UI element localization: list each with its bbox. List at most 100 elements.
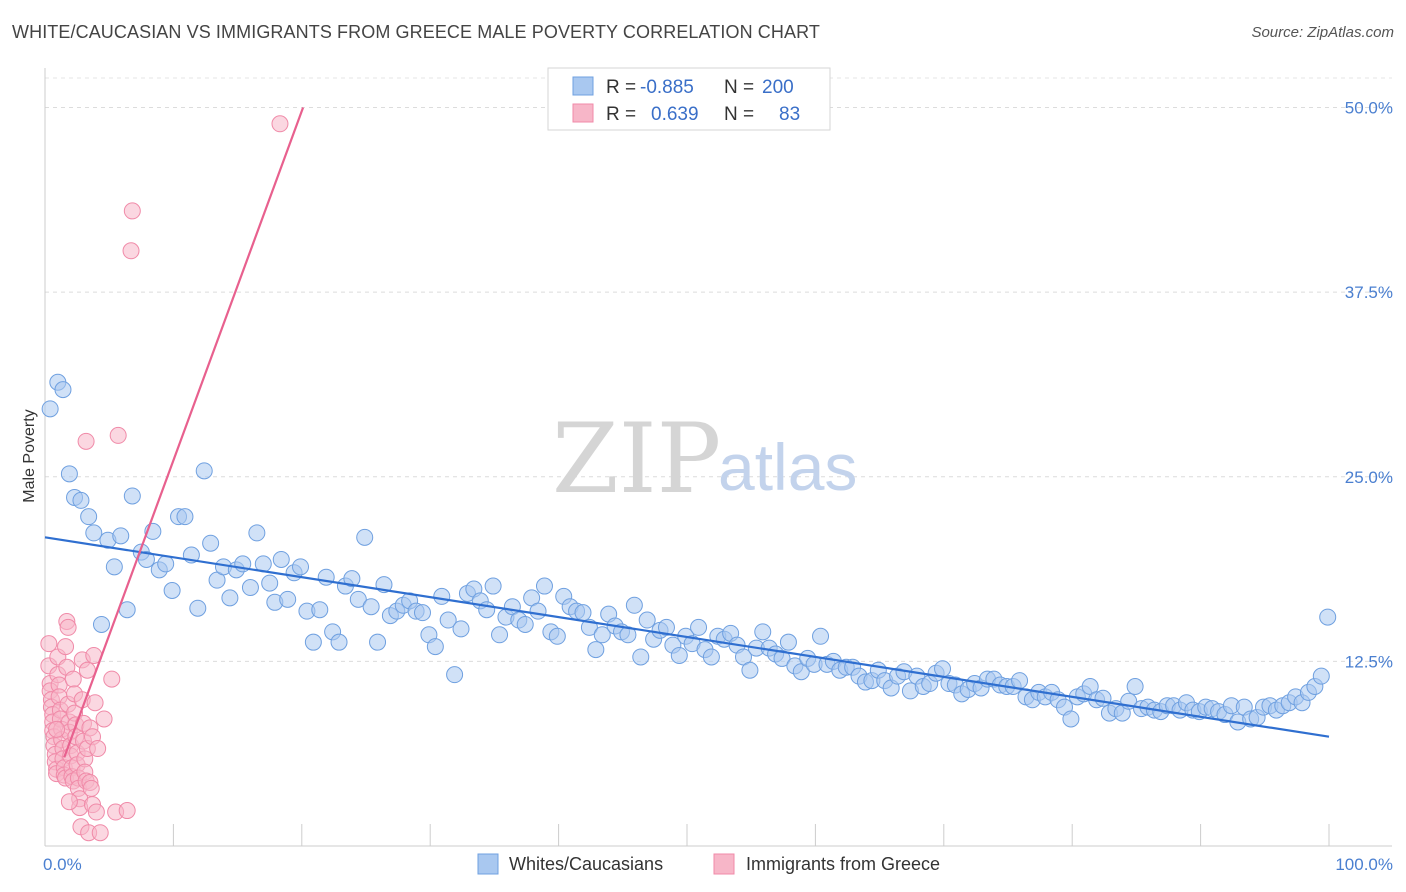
source-credit: Source: ZipAtlas.com <box>1251 24 1394 41</box>
whites-point-19 <box>163 581 181 599</box>
greece-point-80 <box>123 202 141 220</box>
whites-point-198 <box>1312 667 1330 685</box>
grid <box>45 77 1392 662</box>
y-tick-label-0: 12.5% <box>1345 652 1393 671</box>
whites-point-28 <box>221 589 239 607</box>
whites-point-103 <box>702 648 720 666</box>
trend-line-whites <box>44 536 1330 738</box>
series-greece-points <box>40 115 289 842</box>
whites-point-74 <box>516 615 534 633</box>
whites-point-169 <box>1126 677 1144 695</box>
whites-point-139 <box>934 660 952 678</box>
greece-point-0 <box>40 635 58 653</box>
whites-point-86 <box>593 626 611 644</box>
whites-point-63 <box>446 666 464 684</box>
y-tick-label-1: 25.0% <box>1345 468 1393 487</box>
whites-point-37 <box>279 590 297 608</box>
whites-point-91 <box>625 596 643 614</box>
whites-point-41 <box>304 633 322 651</box>
greece-point-31 <box>59 618 77 636</box>
whites-point-109 <box>741 661 759 679</box>
legend-swatch-greece <box>572 103 594 123</box>
whites-point-21 <box>176 508 194 526</box>
whites-point-77 <box>535 577 553 595</box>
greece-point-77 <box>109 426 127 444</box>
greece-point-79 <box>122 242 140 260</box>
whites-point-85 <box>587 641 605 659</box>
bottom-legend-label-greece: Immigrants from Greece <box>746 854 940 874</box>
whites-point-42 <box>311 601 329 619</box>
whites-point-101 <box>690 618 708 636</box>
whites-point-76 <box>529 602 547 620</box>
legend-r-label-1: R = <box>606 77 636 98</box>
whites-point-62 <box>439 611 457 629</box>
whites-point-45 <box>330 633 348 651</box>
whites-point-60 <box>426 638 444 656</box>
greece-point-52 <box>60 793 78 811</box>
whites-point-48 <box>349 590 367 608</box>
legend-n-label-1: N = <box>724 77 754 98</box>
whites-point-0 <box>41 400 59 418</box>
whites-point-39 <box>292 558 310 576</box>
greece-point-70 <box>86 694 104 712</box>
whites-point-69 <box>484 577 502 595</box>
greece-point-78 <box>118 802 136 820</box>
greece-point-66 <box>82 779 100 797</box>
whites-point-199 <box>1319 608 1337 626</box>
whites-point-23 <box>189 599 207 617</box>
watermark-zip: ZIP <box>552 403 721 515</box>
whites-point-83 <box>574 604 592 622</box>
whites-point-18 <box>157 555 175 573</box>
trend-lines <box>44 107 1330 758</box>
whites-point-3 <box>60 465 78 483</box>
y-tick-label-2: 37.5% <box>1345 283 1393 302</box>
legend-top: R = -0.885 N = 200 R = 0.639 N = 83 <box>547 67 831 131</box>
bottom-legend-swatch-greece <box>713 853 735 875</box>
whites-point-34 <box>261 574 279 592</box>
whites-point-92 <box>632 648 650 666</box>
legend-n-value-2: 83 <box>779 104 800 125</box>
whites-point-64 <box>452 620 470 638</box>
whites-point-25 <box>202 534 220 552</box>
greece-point-82 <box>48 720 66 738</box>
whites-point-24 <box>195 462 213 480</box>
bottom-legend-swatch-whites <box>477 853 499 875</box>
trend-line-greece <box>63 107 305 758</box>
y-tick-label-3: 50.0% <box>1345 99 1393 118</box>
whites-point-50 <box>362 598 380 616</box>
whites-point-2 <box>54 381 72 399</box>
whites-point-114 <box>773 649 791 667</box>
x-tick-labels: 0.0% 100.0% <box>43 855 1393 874</box>
legend-n-value-1: 200 <box>762 77 794 98</box>
whites-point-13 <box>123 487 141 505</box>
whites-point-79 <box>548 627 566 645</box>
y-axis-label: Male Poverty <box>21 409 38 502</box>
greece-point-75 <box>103 670 121 688</box>
whites-point-98 <box>670 646 688 664</box>
whites-point-115 <box>779 633 797 651</box>
legend-swatch-whites <box>572 76 594 96</box>
whites-point-36 <box>272 550 290 568</box>
whites-point-32 <box>248 524 266 542</box>
whites-point-61 <box>433 587 451 605</box>
whites-point-11 <box>112 527 130 545</box>
legend-r-value-1: -0.885 <box>640 77 694 98</box>
legend-r-label-2: R = <box>606 104 636 125</box>
whites-point-120 <box>812 627 830 645</box>
whites-point-111 <box>754 623 772 641</box>
whites-point-93 <box>638 611 656 629</box>
greece-point-71 <box>87 803 105 821</box>
whites-point-47 <box>343 570 361 588</box>
whites-point-31 <box>241 579 259 597</box>
y-tick-labels: 12.5% 25.0% 37.5% 50.0% <box>1345 99 1393 672</box>
greece-point-81 <box>271 115 289 133</box>
whites-point-96 <box>657 618 675 636</box>
greece-point-60 <box>77 432 95 450</box>
whites-point-6 <box>80 508 98 526</box>
x-tick-label-0: 0.0% <box>43 855 82 874</box>
whites-point-8 <box>92 615 110 633</box>
whites-point-7 <box>85 524 103 542</box>
whites-point-10 <box>105 558 123 576</box>
greece-point-72 <box>89 740 107 758</box>
watermark-atlas: atlas <box>718 430 857 504</box>
